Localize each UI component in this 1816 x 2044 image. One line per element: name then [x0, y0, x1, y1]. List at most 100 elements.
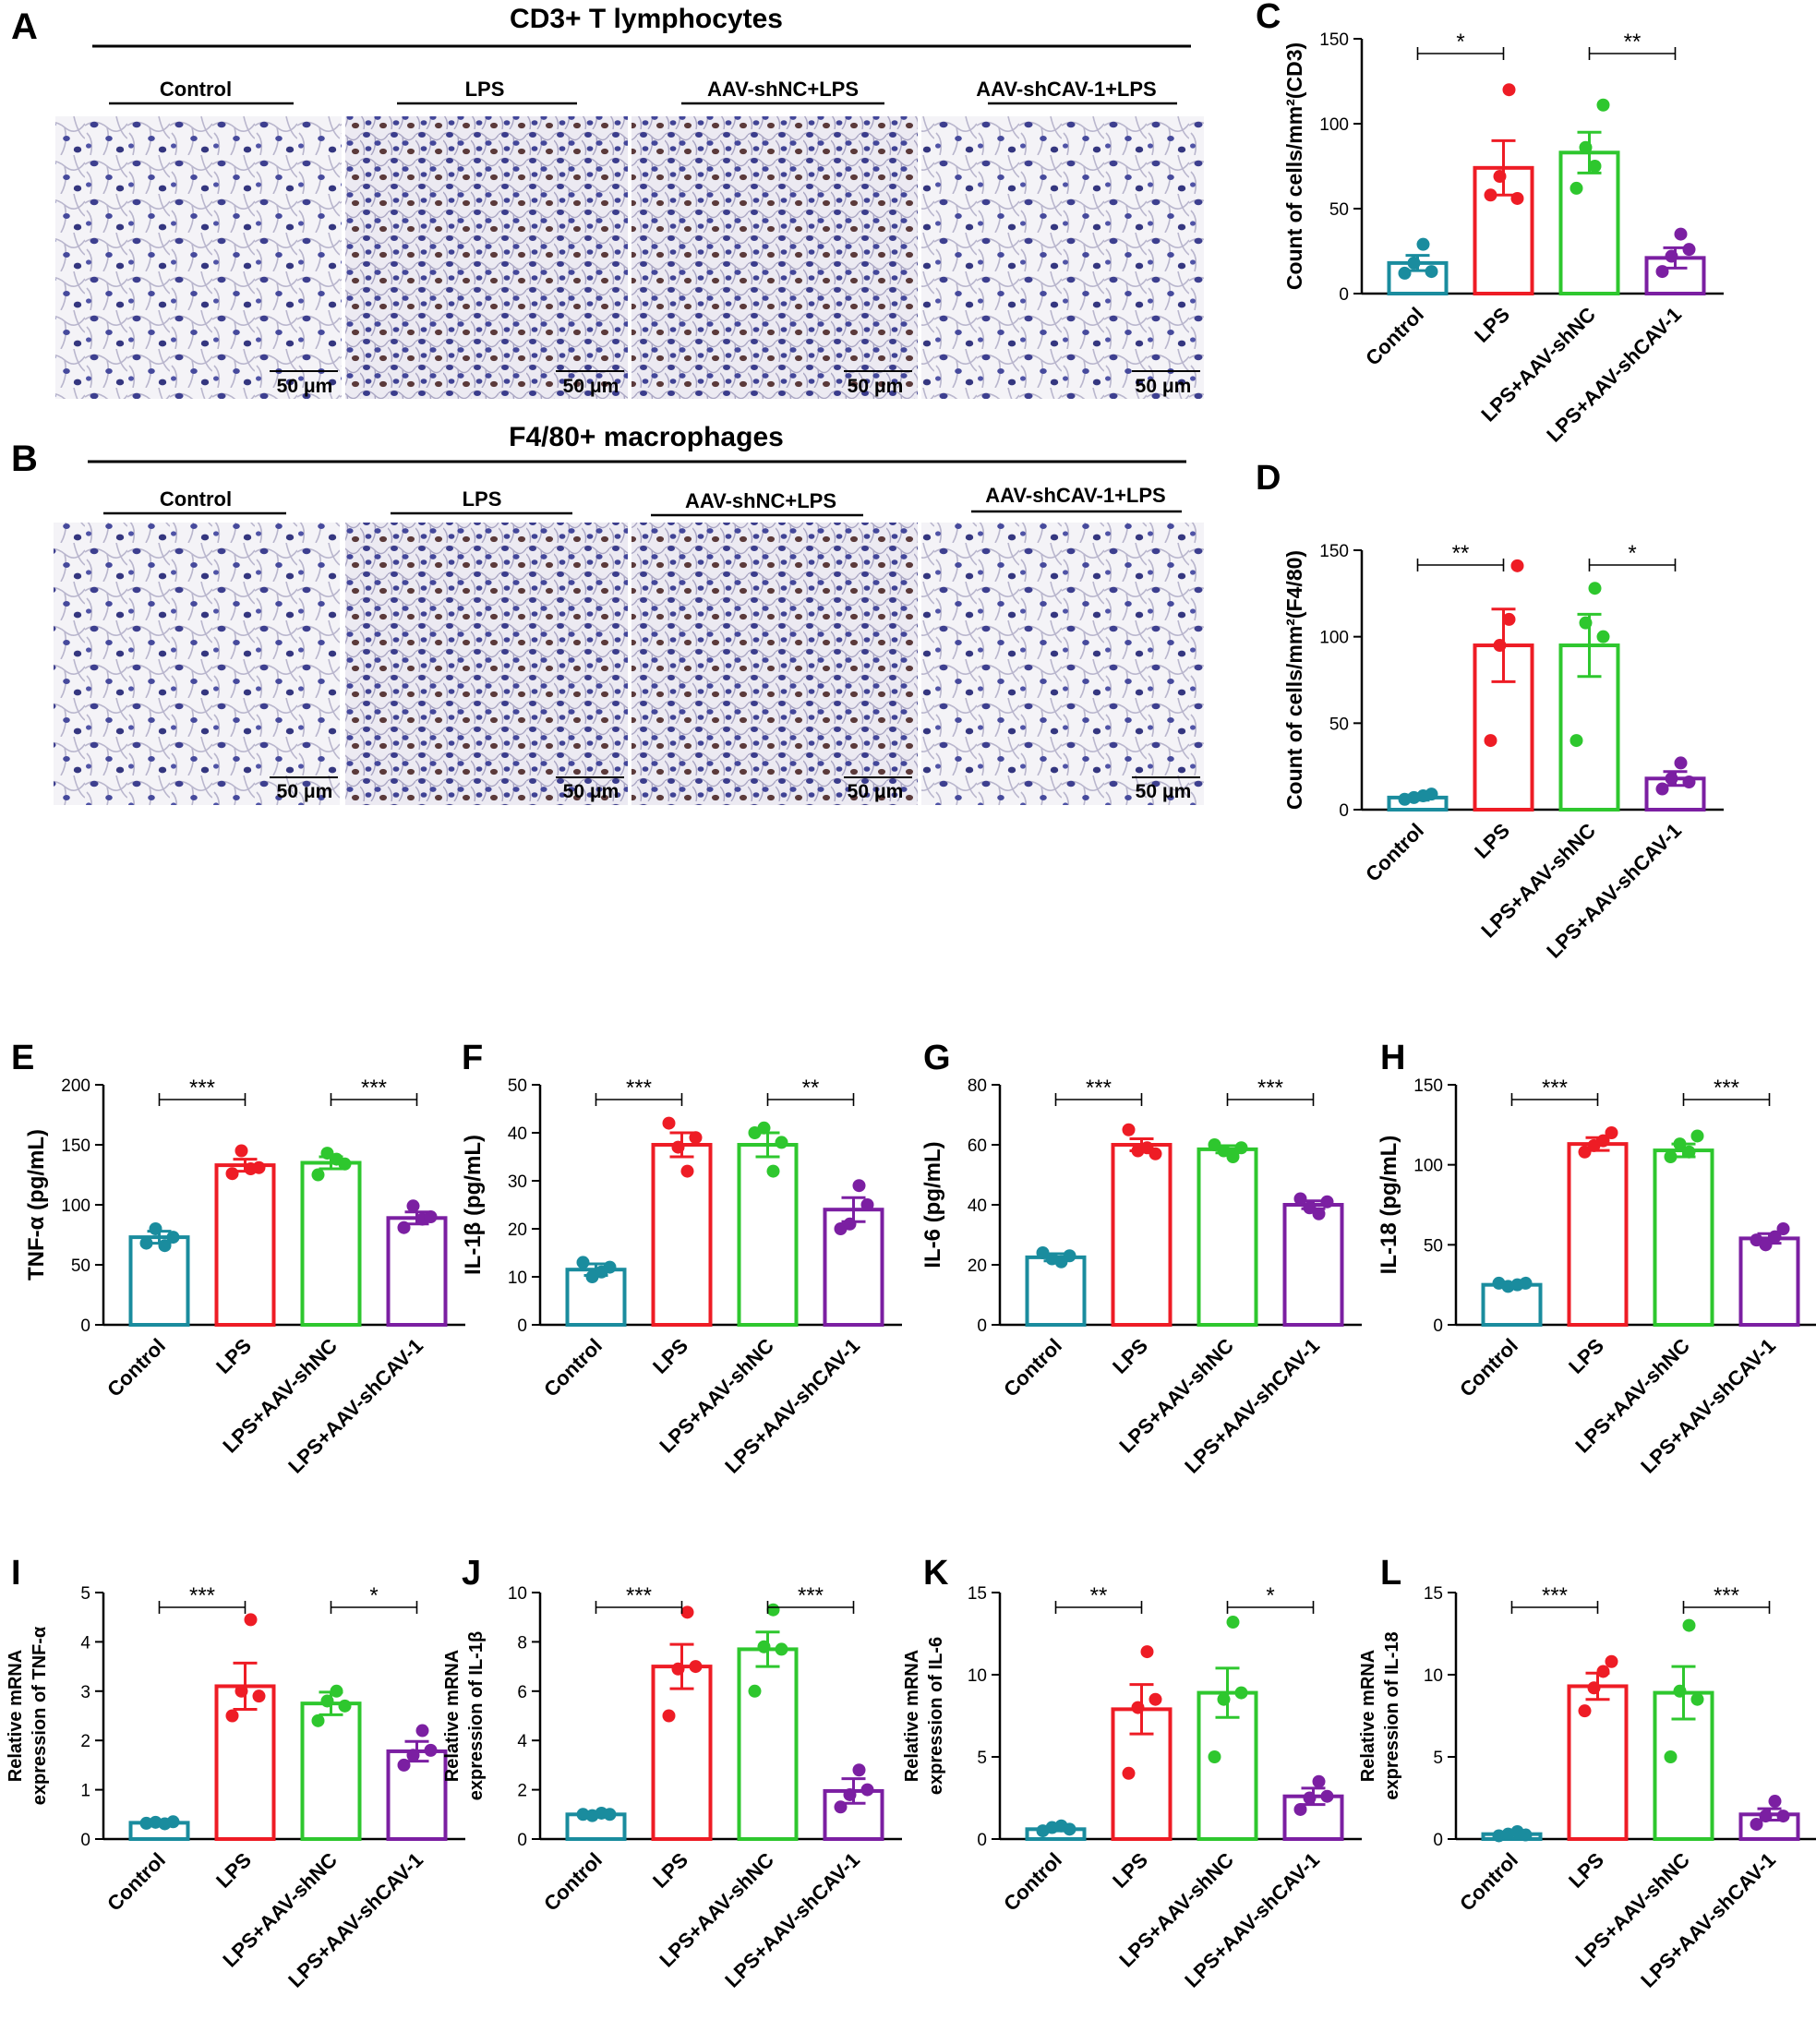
panel-letter-l: L	[1380, 1554, 1401, 1593]
data-point-d-1-2	[1502, 612, 1516, 626]
y-axis-label-d: Count of cells/mm²(F4/80)	[1282, 550, 1306, 810]
y-tick-label-f-4: 40	[508, 1124, 527, 1144]
data-point-g-1-3	[1149, 1147, 1162, 1160]
data-point-l-2-1	[1673, 1684, 1687, 1698]
data-point-c-1-2	[1502, 83, 1516, 97]
y-tick-label-g-1: 20	[968, 1256, 987, 1276]
data-point-d-1-1	[1493, 639, 1507, 653]
y-axis-label-h: IL-18 (pg/mL)	[1377, 1136, 1401, 1275]
bar-g-0	[1025, 1255, 1087, 1327]
data-point-g-3-0	[1293, 1192, 1307, 1206]
data-point-g-0-3	[1063, 1249, 1076, 1263]
data-point-i-2-1	[320, 1694, 334, 1708]
y-tick-label-e-0: 0	[80, 1317, 90, 1336]
y-tick-label-d-2: 100	[1319, 629, 1349, 648]
y-tick-label-l-1: 5	[1433, 1749, 1443, 1768]
x-tick-label-c-0: Control	[1361, 303, 1428, 370]
data-point-l-1-2	[1596, 1665, 1610, 1678]
data-point-g-3-1	[1303, 1201, 1317, 1215]
data-point-j-2-0	[748, 1684, 762, 1698]
data-point-k-3-1	[1303, 1791, 1317, 1805]
y-axis-label-c: Count of cells/mm²(CD3)	[1282, 42, 1306, 290]
bar-i-3	[386, 1749, 448, 1841]
data-point-e-0-1	[149, 1222, 162, 1235]
y-tick-label-l-0: 0	[1433, 1831, 1443, 1850]
data-point-g-1-0	[1122, 1123, 1136, 1136]
x-tick-label-g-1: LPS	[1108, 1334, 1152, 1378]
data-point-f-2-1	[757, 1121, 771, 1135]
sig-label-g-1: ***	[1257, 1076, 1283, 1100]
sig-label-h-1: ***	[1714, 1076, 1739, 1100]
data-point-c-0-2	[1416, 237, 1430, 251]
data-point-e-1-1	[235, 1144, 248, 1158]
x-tick-label-i-0: Control	[102, 1848, 170, 1916]
data-point-e-0-2	[158, 1239, 172, 1253]
data-point-e-3-0	[397, 1220, 411, 1234]
panel-letter-b: B	[11, 439, 38, 479]
y-tick-label-h-1: 50	[1424, 1236, 1443, 1256]
data-point-i-1-2	[244, 1613, 258, 1627]
data-point-j-1-1	[671, 1662, 685, 1676]
data-point-f-0-0	[576, 1256, 590, 1269]
data-point-c-3-0	[1655, 265, 1669, 279]
scale-bar-label-b-1: 50 μm	[277, 781, 333, 802]
micrograph-b-lps	[345, 523, 628, 805]
data-point-d-3-1	[1665, 772, 1678, 786]
bar-h-2	[1653, 1148, 1714, 1327]
y-axis-label-j-2: expression of IL-1β	[466, 1631, 487, 1800]
y-tick-label-g-3: 60	[968, 1136, 987, 1156]
panel-letter-d: D	[1256, 459, 1281, 498]
data-point-f-3-1	[843, 1217, 857, 1231]
data-point-k-3-0	[1293, 1802, 1307, 1816]
x-tick-label-f-0: Control	[539, 1334, 607, 1401]
y-tick-label-e-2: 100	[61, 1196, 90, 1216]
x-tick-label-i-1: LPS	[211, 1848, 256, 1893]
x-tick-label-g-0: Control	[999, 1334, 1066, 1401]
panel-b-title: F4/80+ macrophages	[509, 422, 784, 452]
data-point-f-2-3	[775, 1136, 788, 1149]
y-tick-label-g-0: 0	[977, 1317, 987, 1336]
micrograph-b-control	[54, 523, 340, 805]
data-point-j-1-2	[680, 1605, 694, 1619]
x-tick-label-j-0: Control	[539, 1848, 607, 1916]
y-tick-label-c-3: 150	[1319, 30, 1349, 50]
data-point-j-3-1	[843, 1787, 857, 1801]
panel-a-label-lps: LPS	[465, 78, 505, 101]
panel-letter-c: C	[1256, 0, 1281, 36]
data-point-g-2-3	[1234, 1141, 1248, 1155]
x-tick-label-c-1: LPS	[1470, 303, 1514, 347]
micrograph-a-lps	[345, 116, 628, 399]
x-tick-label-h-0: Control	[1455, 1334, 1522, 1401]
sig-label-k-1: *	[1266, 1583, 1274, 1608]
data-point-k-0-3	[1063, 1822, 1076, 1836]
x-tick-label-k-1: LPS	[1108, 1848, 1152, 1893]
y-tick-label-l-3: 15	[1424, 1584, 1443, 1604]
data-point-l-1-3	[1605, 1654, 1618, 1668]
y-tick-label-e-4: 200	[61, 1076, 90, 1096]
data-point-j-3-0	[834, 1800, 848, 1814]
y-tick-label-c-2: 100	[1319, 115, 1349, 135]
y-tick-label-g-2: 40	[968, 1196, 987, 1216]
y-tick-label-i-4: 4	[80, 1633, 90, 1653]
data-point-h-1-0	[1578, 1145, 1592, 1159]
y-tick-label-c-0: 0	[1339, 285, 1349, 305]
data-point-c-1-0	[1484, 188, 1497, 202]
bar-i-2	[300, 1701, 362, 1842]
bar-e-0	[128, 1235, 190, 1327]
sig-label-i-0: ***	[189, 1583, 215, 1608]
y-axis-label-k-1: Relative mRNA	[902, 1650, 922, 1782]
bar-g-1	[1111, 1143, 1173, 1327]
y-tick-label-j-0: 0	[517, 1831, 527, 1850]
sig-label-h-0: ***	[1542, 1076, 1568, 1100]
sig-label-i-1: *	[369, 1583, 378, 1608]
data-point-i-3-2	[415, 1724, 429, 1737]
data-point-j-2-3	[775, 1642, 788, 1656]
y-tick-label-f-5: 50	[508, 1076, 527, 1096]
data-point-h-3-2	[1768, 1230, 1782, 1244]
y-tick-label-i-5: 5	[80, 1584, 90, 1604]
data-point-g-2-1	[1217, 1144, 1231, 1158]
y-axis-label-i-1: Relative mRNA	[6, 1650, 26, 1782]
y-tick-label-h-0: 0	[1433, 1317, 1443, 1336]
data-point-j-0-3	[603, 1808, 617, 1822]
data-point-l-2-0	[1664, 1750, 1678, 1763]
